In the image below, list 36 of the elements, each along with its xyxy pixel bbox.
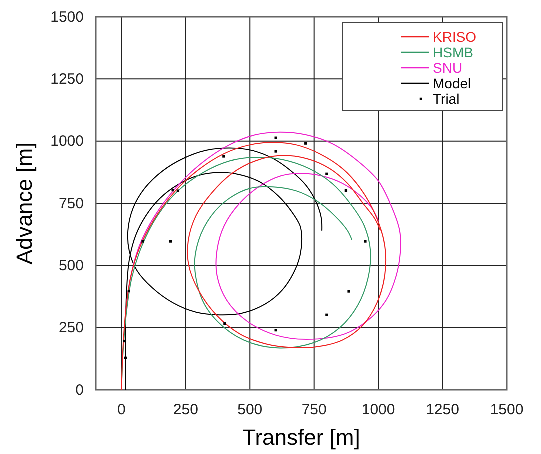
- point: [326, 314, 328, 316]
- point: [364, 240, 367, 243]
- point: [224, 322, 226, 326]
- point: [326, 172, 328, 176]
- point: [176, 190, 180, 192]
- legend-label: KRISO: [433, 29, 477, 45]
- legend-label: Trial: [433, 91, 460, 107]
- x-tick-label: 1500: [490, 402, 524, 419]
- point: [274, 136, 278, 140]
- x-tick-label: 0: [118, 402, 126, 419]
- x-tick-label: 1250: [426, 402, 460, 419]
- x-axis-title: Transfer [m]: [242, 425, 360, 450]
- y-tick-label: 750: [58, 195, 84, 212]
- point: [304, 142, 308, 145]
- legend-label: Model: [433, 76, 472, 92]
- point: [274, 150, 278, 153]
- x-tick-label: 750: [302, 402, 327, 419]
- y-tick-label: 0: [76, 382, 84, 399]
- y-tick-label: 250: [58, 320, 84, 337]
- y-tick-label: 1250: [50, 70, 84, 88]
- point: [348, 290, 350, 293]
- y-tick-label: 1500: [50, 8, 84, 26]
- point: [169, 240, 172, 243]
- point: [142, 240, 144, 243]
- point: [172, 189, 174, 192]
- x-tick-label: 1000: [362, 402, 396, 419]
- line-series: [125, 148, 323, 390]
- legend-label: SNU: [433, 60, 463, 76]
- y-tick-label: 1000: [50, 133, 84, 150]
- legend-label: HSMB: [433, 44, 474, 60]
- y-axis-title: Advance [m]: [12, 142, 37, 265]
- x-tick-label: 500: [238, 402, 263, 419]
- point: [222, 155, 226, 158]
- point: [274, 328, 278, 332]
- x-tick-label: 250: [173, 402, 198, 419]
- y-tick-label: 500: [58, 257, 84, 274]
